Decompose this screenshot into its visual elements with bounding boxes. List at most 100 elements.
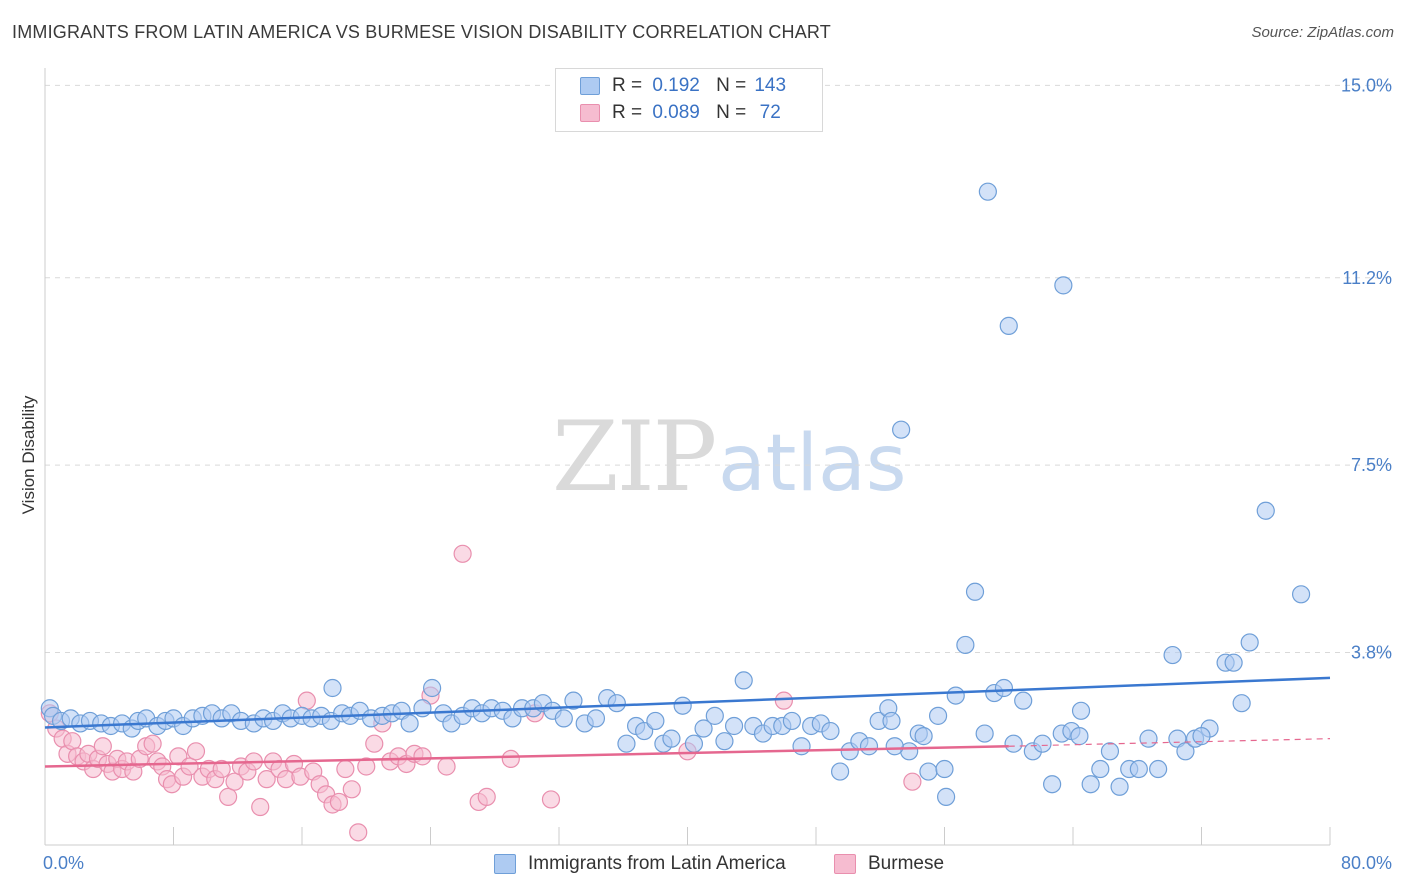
latin-america-point <box>554 709 573 728</box>
latin-america-point <box>662 729 681 748</box>
burmese-point <box>225 772 244 791</box>
latin-america-point <box>1014 691 1033 710</box>
burmese-point <box>329 792 349 812</box>
burmese-point <box>212 759 231 779</box>
legend-n-label: N = <box>716 102 747 123</box>
burmese-point <box>501 749 520 769</box>
burmese-point <box>251 797 270 817</box>
latin-america-point <box>715 732 734 751</box>
watermark-atlas: atlas <box>718 419 907 509</box>
latin-america-point <box>705 706 724 725</box>
burmese-point <box>357 757 376 776</box>
latin-america-point <box>892 420 911 439</box>
y-tick-label: 15.0% <box>1341 75 1392 95</box>
latin-america-point <box>646 711 665 731</box>
legend-row-latin-america: R = 0.192 N = 143 <box>580 74 794 98</box>
legend-swatch-blue <box>580 77 600 95</box>
legend-n-value: 72 <box>759 102 781 123</box>
latin-america-point <box>564 691 583 710</box>
series-swatch-pink <box>834 854 856 874</box>
burmese-point <box>143 734 162 753</box>
x-tick-labels: 0.0% 80.0% <box>43 853 1392 873</box>
y-tick-label: 3.8% <box>1351 643 1392 663</box>
latin-america-point <box>914 727 933 746</box>
latin-america-point <box>859 737 879 756</box>
burmese-point <box>257 770 276 789</box>
series-label: Burmese <box>868 853 945 874</box>
latin-america-point <box>885 737 904 756</box>
latin-america-point <box>1129 759 1148 779</box>
latin-america-point <box>635 721 654 741</box>
latin-america-point <box>937 787 956 806</box>
burmese-points <box>40 544 922 842</box>
burmese-point <box>297 691 316 710</box>
latin-america-point <box>617 734 636 753</box>
burmese-point <box>413 747 432 766</box>
series-label: Immigrants from Latin America <box>528 853 786 874</box>
trend-lines <box>44 676 1331 768</box>
gridlines <box>45 84 1392 654</box>
series-swatch-blue <box>494 854 516 874</box>
burmese-point <box>541 790 561 809</box>
latin-america-point <box>1149 759 1168 779</box>
legend-swatch-pink <box>580 104 600 122</box>
latin-america-point <box>1071 701 1091 720</box>
latin-america-point <box>1192 727 1211 746</box>
legend-r-label: R = <box>612 102 643 123</box>
burmese-point <box>349 823 368 842</box>
latin-america-point <box>1176 742 1195 761</box>
legend-r-value: 0.192 <box>652 75 700 96</box>
watermark: ZIP atlas <box>552 401 907 513</box>
latin-america-point <box>1163 645 1182 665</box>
latin-america-point <box>919 762 938 781</box>
latin-america-point <box>935 759 954 779</box>
burmese-trend-line <box>44 744 1009 768</box>
burmese-point <box>186 742 206 761</box>
legend-n-value: 143 <box>754 75 787 96</box>
burmese-point <box>477 787 496 806</box>
latin-america-point <box>830 762 850 781</box>
latin-america-point <box>999 316 1018 335</box>
x-tick-label: 80.0% <box>1341 853 1392 873</box>
latin-america-point <box>673 696 692 715</box>
latin-america-point <box>1081 775 1100 794</box>
y-tick-labels: 3.8% 7.5% 11.2% 15.0% <box>1341 75 1392 662</box>
burmese-point <box>453 544 472 563</box>
latin-america-point <box>978 182 997 201</box>
latin-america-point <box>1232 694 1251 713</box>
latin-america-point <box>882 711 901 731</box>
latin-america-point <box>586 709 606 728</box>
latin-america-point <box>1110 777 1129 796</box>
y-axis-title: Vision Disability <box>19 395 38 514</box>
burmese-point <box>93 737 112 756</box>
latin-america-point <box>684 734 704 753</box>
latin-america-point <box>1004 734 1023 753</box>
latin-america-point <box>1291 585 1311 604</box>
latin-america-point <box>607 694 626 713</box>
latin-america-point <box>928 706 948 725</box>
latin-america-trend-line <box>44 676 1331 729</box>
latin-america-point <box>975 724 994 743</box>
latin-america-point <box>400 714 419 733</box>
latin-america-point <box>946 686 965 705</box>
burmese-point <box>63 732 82 751</box>
latin-america-point <box>724 716 744 736</box>
legend-n-label: N = <box>716 75 747 96</box>
burmese-point <box>342 780 361 799</box>
source-credit: Source: ZipAtlas.com <box>1251 24 1394 41</box>
burmese-point <box>219 787 238 806</box>
latin-america-point <box>1091 759 1110 779</box>
chart-title: IMMIGRANTS FROM LATIN AMERICA VS BURMESE… <box>12 22 831 42</box>
burmese-point <box>437 757 456 776</box>
latin-america-point <box>1256 501 1275 520</box>
latin-america-points <box>40 182 1311 806</box>
burmese-point <box>336 759 355 779</box>
latin-america-point <box>782 711 802 731</box>
legend-r-label: R = <box>612 75 643 96</box>
burmese-trend-extension <box>1008 738 1331 747</box>
burmese-point <box>903 772 922 791</box>
latin-america-point <box>323 678 342 698</box>
legend-r-value: 0.089 <box>652 102 700 123</box>
latin-america-point <box>1033 734 1052 753</box>
